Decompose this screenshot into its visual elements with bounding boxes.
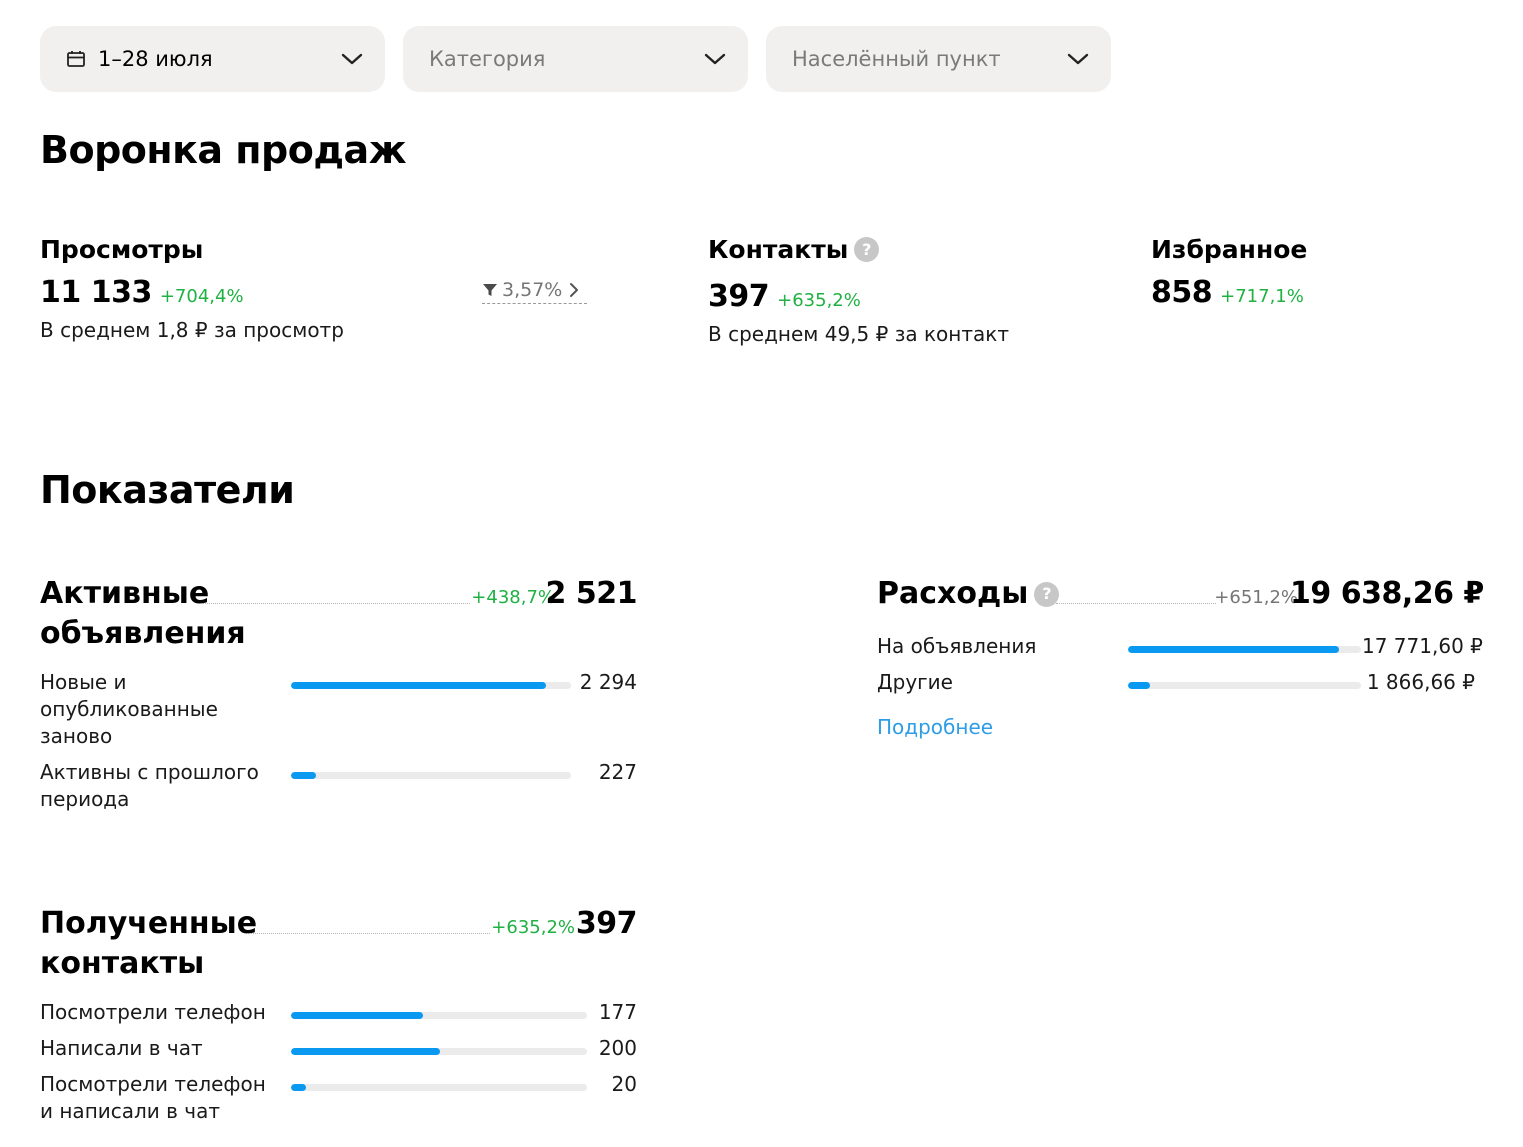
list-item-label: На объявления <box>877 634 1037 658</box>
expenses-title-label: Расходы <box>877 576 1029 611</box>
contacts-number: 397 <box>708 279 770 314</box>
contacts-title-label: Контакты <box>708 235 849 264</box>
location-filter-label: Населённый пункт <box>792 47 1001 71</box>
favorites-delta: +717,1% <box>1220 286 1304 307</box>
progress-bar <box>291 772 571 779</box>
received-contacts-total: 397 <box>575 906 638 941</box>
active-ads-total: 2 521 <box>545 576 638 611</box>
conversion-link[interactable]: 3,57% <box>482 279 587 304</box>
list-item-value: 1 866,66 ₽ <box>1366 670 1475 694</box>
progress-fill <box>291 1048 440 1055</box>
received-contacts-title: Полученные контакты <box>40 906 258 981</box>
list-item-value: 200 <box>598 1036 637 1060</box>
divider <box>247 933 490 934</box>
progress-fill <box>291 772 317 779</box>
chevron-down-icon <box>704 52 726 66</box>
favorites-title: Избранное <box>1151 235 1308 264</box>
expenses-delta: +651,2% <box>1214 587 1298 608</box>
chevron-right-icon <box>568 282 580 298</box>
expenses-total: 19 638,26 ₽ <box>1290 576 1484 611</box>
favorites-value: 858 +717,1% <box>1151 275 1304 310</box>
progress-bar <box>1128 646 1361 653</box>
contacts-value: 397 +635,2% <box>708 279 861 314</box>
more-details-link[interactable]: Подробнее <box>877 715 994 739</box>
list-item-label: Другие <box>877 670 953 694</box>
help-icon[interactable]: ? <box>854 237 880 262</box>
period-filter[interactable]: 1–28 июля <box>40 26 385 92</box>
conversion-value: 3,57% <box>502 279 563 301</box>
chevron-down-icon <box>1067 52 1089 66</box>
funnel-title: Воронка продаж <box>40 128 407 172</box>
list-item-label: Посмотрели телефон и написали в чат <box>40 1072 266 1123</box>
views-average: В среднем 1,8 ₽ за просмотр <box>40 318 344 342</box>
list-item-label: Посмотрели телефон <box>40 1000 266 1024</box>
location-filter[interactable]: Населённый пункт <box>766 26 1111 92</box>
active-ads-title: Активные объявления <box>40 576 246 651</box>
funnel-icon <box>482 282 498 298</box>
list-item-label: Активны с прошлого периода <box>40 760 259 811</box>
views-delta: +704,4% <box>159 286 244 307</box>
divider <box>1056 603 1216 604</box>
views-number: 11 133 <box>40 275 152 310</box>
views-value: 11 133 +704,4% <box>40 275 244 310</box>
progress-bar <box>1128 682 1361 689</box>
list-item-label: Написали в чат <box>40 1036 203 1060</box>
list-item-value: 227 <box>598 760 637 784</box>
progress-fill <box>1128 682 1151 689</box>
progress-fill <box>291 1012 423 1019</box>
list-item-value: 2 294 <box>579 670 637 694</box>
received-contacts-delta: +635,2% <box>491 917 575 938</box>
list-item-label: Новые и опубликованные заново <box>40 670 218 748</box>
contacts-delta: +635,2% <box>777 290 861 311</box>
progress-fill <box>291 1084 306 1091</box>
category-filter[interactable]: Категория <box>403 26 748 92</box>
help-icon[interactable]: ? <box>1034 581 1060 607</box>
progress-bar <box>291 1084 587 1091</box>
progress-fill <box>1128 646 1339 653</box>
views-title: Просмотры <box>40 235 204 264</box>
progress-fill <box>291 682 546 689</box>
favorites-number: 858 <box>1151 275 1213 310</box>
list-item-value: 17 771,60 ₽ <box>1362 634 1483 658</box>
contacts-average: В среднем 49,5 ₽ за контакт <box>708 322 1009 346</box>
expenses-title: Расходы ? <box>877 574 1060 614</box>
divider <box>202 603 470 604</box>
progress-bar <box>291 1012 587 1019</box>
calendar-icon <box>66 50 86 68</box>
contacts-title: Контакты ? <box>708 235 880 264</box>
list-item-value: 177 <box>598 1000 637 1024</box>
chevron-down-icon <box>341 52 363 66</box>
period-filter-label: 1–28 июля <box>98 47 213 71</box>
metrics-title: Показатели <box>40 468 295 512</box>
active-ads-delta: +438,7% <box>471 587 555 608</box>
list-item-value: 20 <box>611 1072 637 1096</box>
category-filter-label: Категория <box>429 47 546 71</box>
progress-bar <box>291 682 571 689</box>
progress-bar <box>291 1048 587 1055</box>
